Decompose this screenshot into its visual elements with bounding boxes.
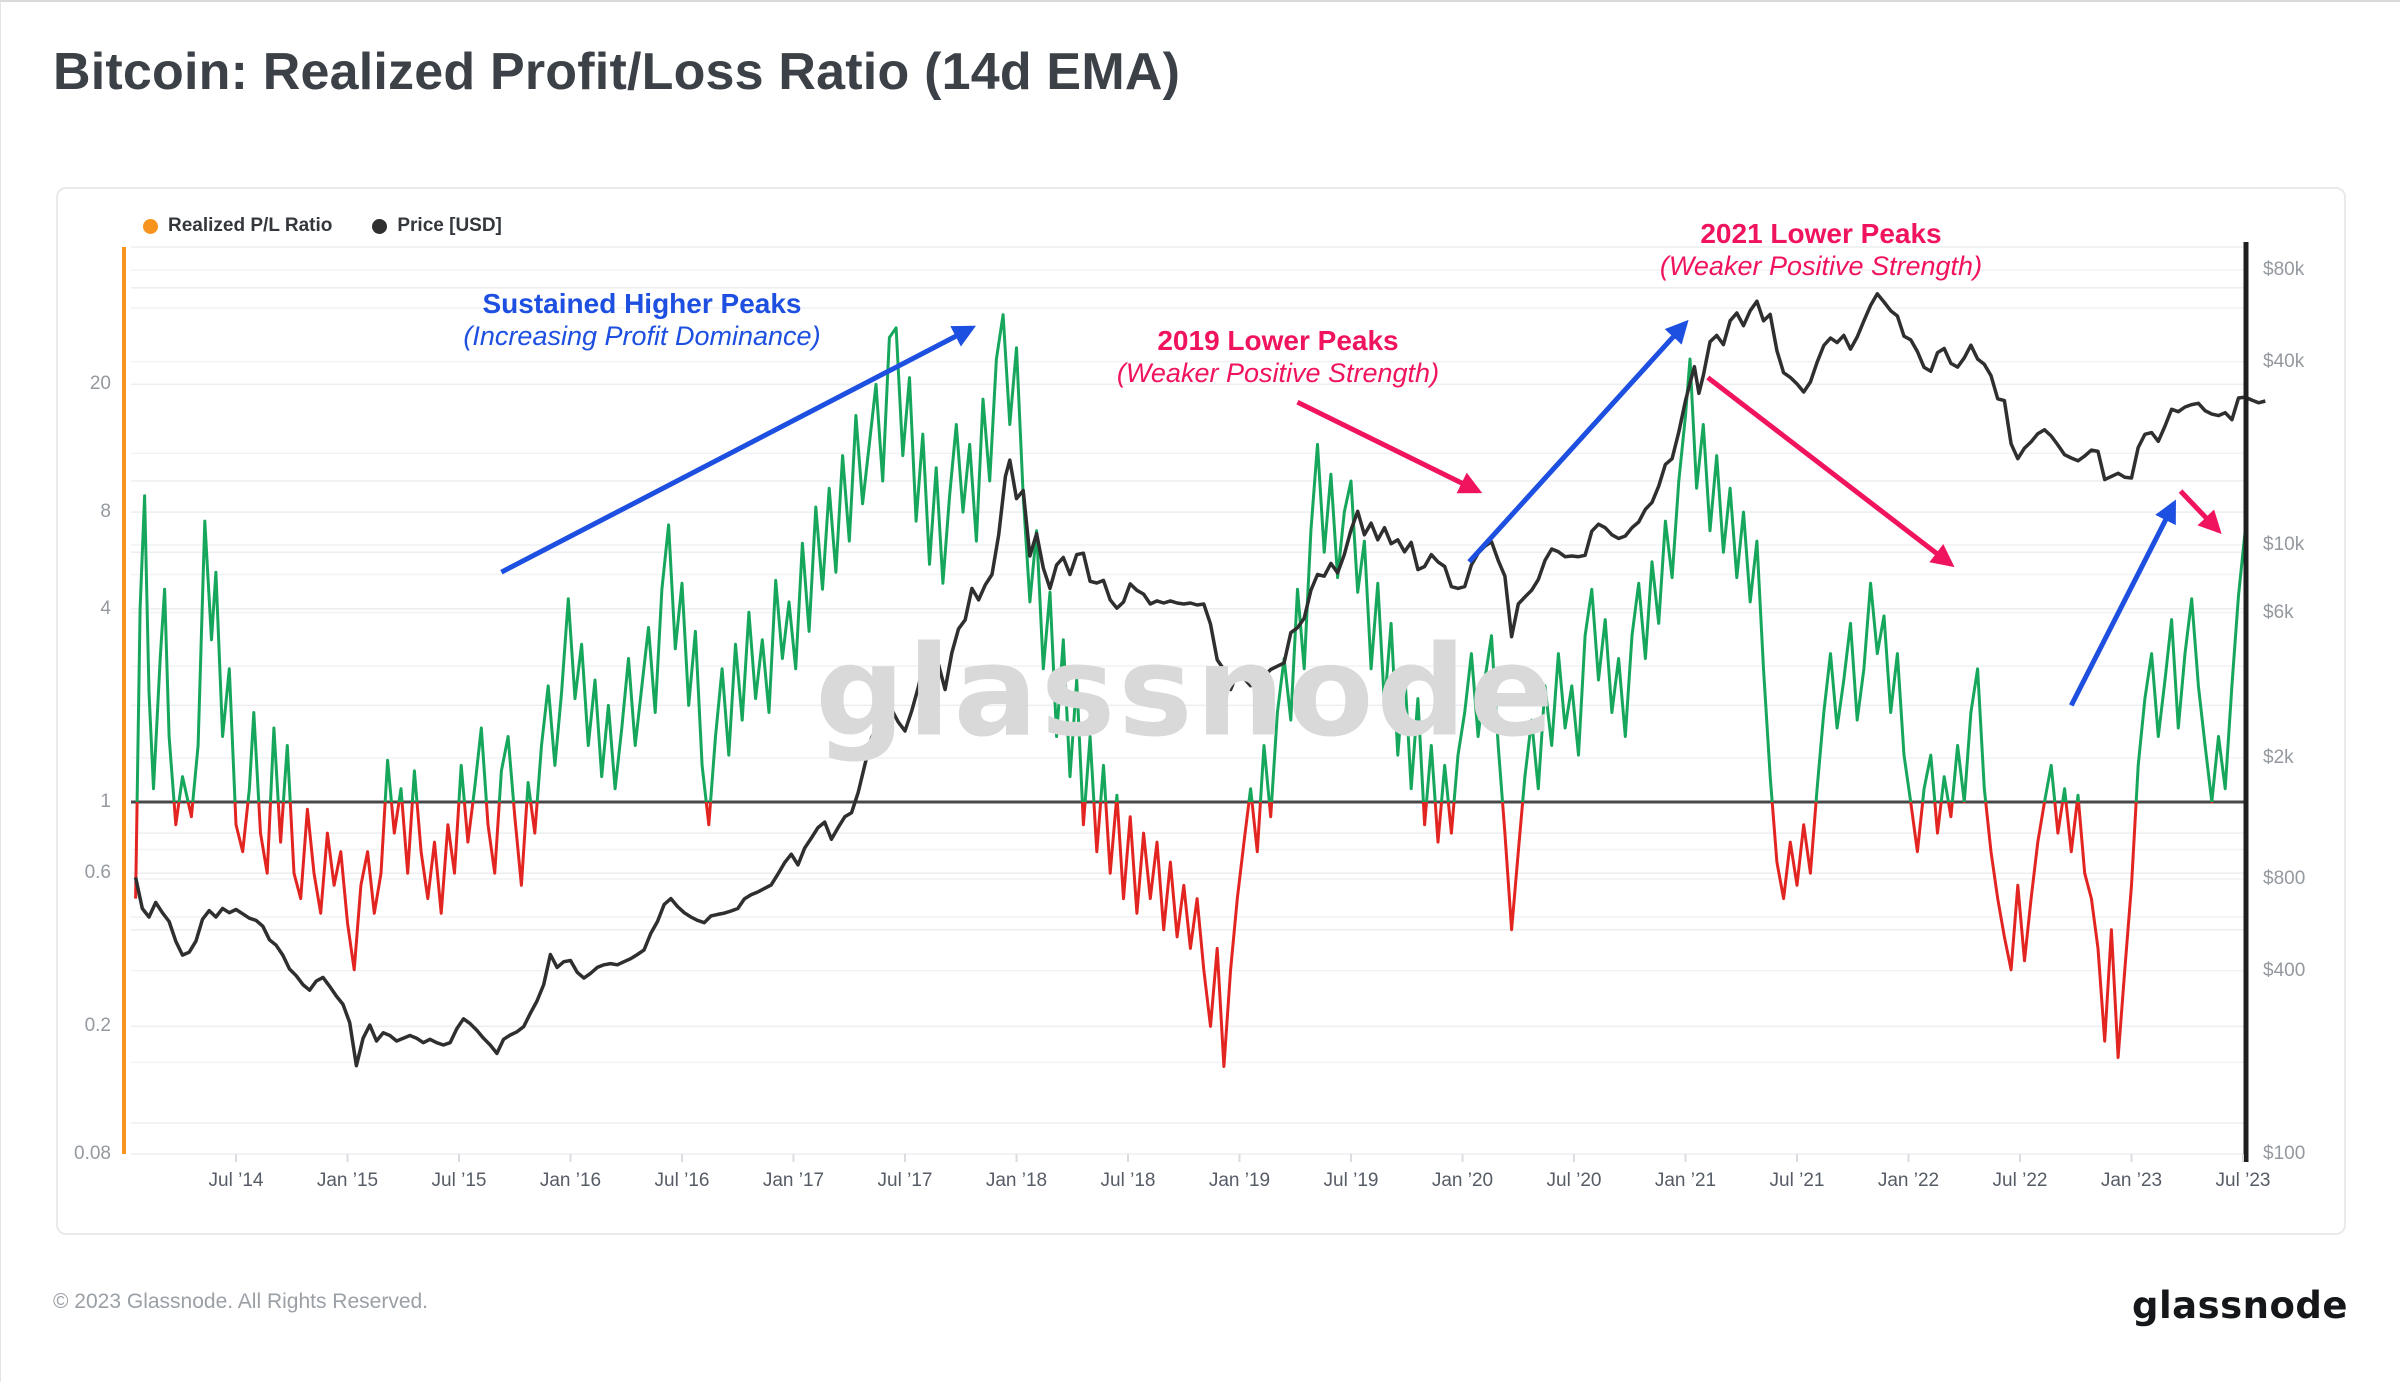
page-title: Bitcoin: Realized Profit/Loss Ratio (14d… bbox=[53, 43, 1181, 101]
legend-item-price[interactable]: Price [USD] bbox=[372, 215, 502, 237]
glassnode-logo: glassnode bbox=[2131, 1284, 2348, 1327]
chart-card: Realized P/L Ratio Price [USD] bbox=[56, 187, 2346, 1235]
legend-label-price: Price [USD] bbox=[397, 215, 502, 236]
legend-label-ratio: Realized P/L Ratio bbox=[168, 215, 333, 236]
copyright-text: © 2023 Glassnode. All Rights Reserved. bbox=[53, 1290, 429, 1313]
price-legend-dot-icon bbox=[372, 218, 388, 234]
legend: Realized P/L Ratio Price [USD] bbox=[143, 215, 502, 237]
ratio-legend-dot-icon bbox=[143, 218, 158, 234]
legend-item-ratio[interactable]: Realized P/L Ratio bbox=[143, 215, 332, 237]
